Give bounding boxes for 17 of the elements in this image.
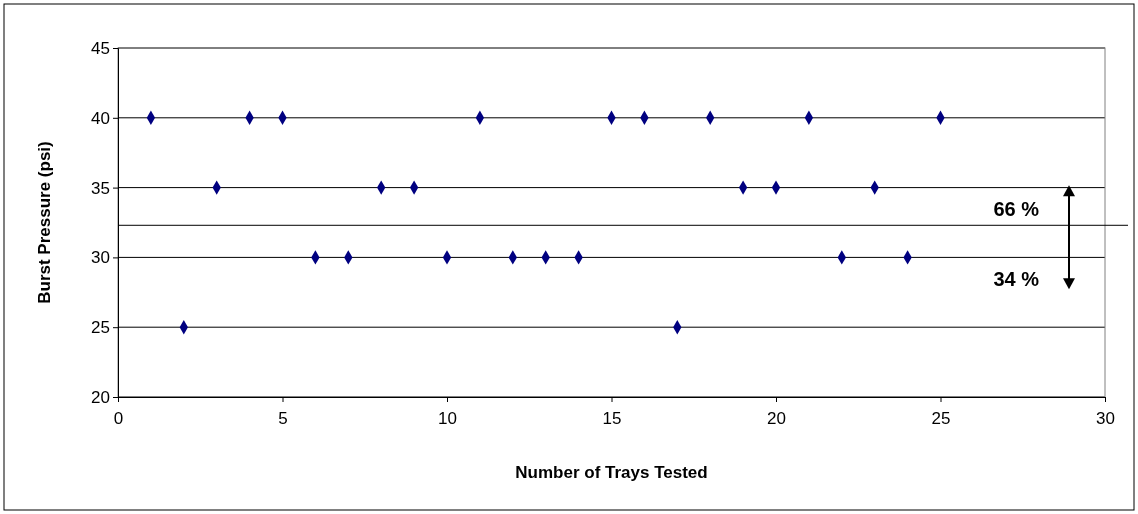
y-tick-label: 35 (91, 178, 110, 198)
x-tick-label: 15 (602, 408, 622, 428)
x-axis-title: Number of Trays Tested (515, 463, 708, 482)
y-tick-label: 45 (91, 38, 110, 58)
x-tick-label: 5 (278, 408, 288, 428)
x-tick-label: 20 (767, 408, 786, 428)
x-tick-label: 30 (1096, 408, 1115, 428)
y-tick-label: 20 (91, 387, 110, 407)
y-tick-label: 30 (91, 248, 110, 268)
x-tick-label: 25 (931, 408, 951, 428)
y-tick-label: 25 (91, 318, 110, 338)
annotation: 66 % (993, 198, 1040, 221)
y-axis-title: Burst Pressure (psi) (35, 141, 54, 304)
x-tick-label: 0 (113, 408, 124, 428)
annotation: 34 % (993, 268, 1040, 291)
x-tick-label: 10 (438, 408, 457, 428)
y-tick-label: 40 (91, 108, 110, 128)
